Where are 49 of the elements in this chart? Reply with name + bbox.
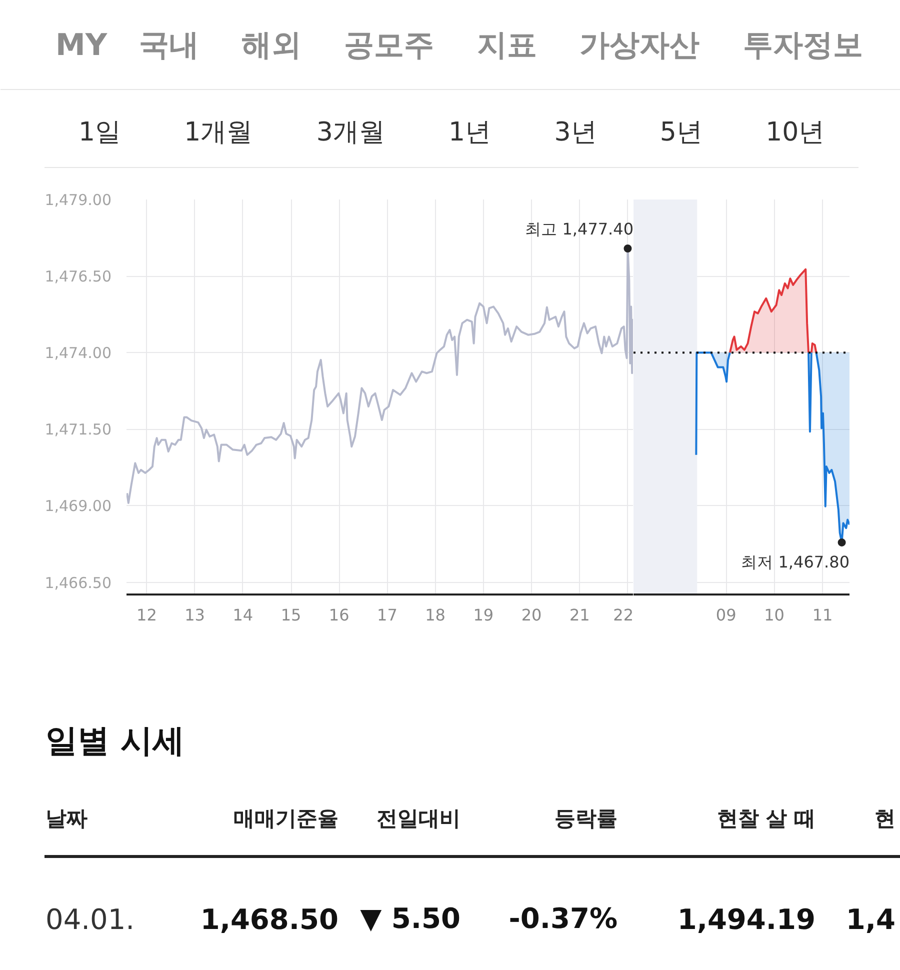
category-label: 1년 (448, 118, 492, 148)
annotation: 최저 1,467.80 (741, 552, 850, 572)
category-label: 가상자산 (579, 28, 700, 63)
x-tick-label: 19 (473, 606, 494, 624)
text: 1,4 (846, 903, 896, 936)
category-label: 5년 (660, 118, 702, 148)
y-tick-label: 1,471.50 (44, 420, 112, 439)
category-label: 공모주 (344, 28, 434, 63)
text: 04.01. (46, 903, 135, 936)
text: 1,468.50 (200, 903, 339, 936)
y-tick-label: 1,469.00 (44, 497, 112, 516)
category-label: 투자정보 (743, 28, 864, 63)
x-tick-label: 16 (328, 606, 350, 624)
x-tick-label: 11 (812, 606, 833, 624)
category-label: 해외 (241, 28, 302, 63)
category-label: 현 (874, 806, 896, 830)
category-label: 1일 (78, 118, 122, 148)
category-label: 국내 (138, 28, 199, 63)
text: 일별 시세 (46, 722, 185, 760)
x-tick-label: 09 (716, 606, 736, 624)
x-tick-label: 17 (377, 606, 398, 624)
category-label: 현찰 살 때 (716, 806, 816, 830)
text: ▼ 5.50 (360, 902, 461, 935)
text: 1,494.19 (677, 903, 816, 936)
x-tick-label: 20 (521, 606, 542, 624)
x-tick-label: 12 (136, 606, 157, 624)
x-tick-label: 10 (764, 606, 784, 624)
y-tick-label: 1,479.00 (44, 191, 112, 209)
annotation: 최고 1,477.40 (525, 219, 634, 238)
category-label: 전일대비 (376, 806, 460, 830)
x-tick-label: 14 (232, 606, 254, 624)
x-tick-label: 18 (425, 606, 446, 624)
text: -0.37% (508, 902, 618, 935)
category-label: 날짜 (46, 806, 88, 830)
category-label: 매매기준율 (234, 806, 338, 830)
category-label: MY (56, 28, 108, 63)
y-tick-label: 1,474.00 (44, 344, 112, 362)
category-label: 1개월 (184, 118, 253, 148)
y-tick-label: 1,466.50 (44, 574, 112, 592)
y-tick-label: 1,476.50 (44, 268, 112, 286)
category-label: 10년 (766, 118, 825, 148)
x-tick-label: 15 (280, 606, 302, 624)
x-tick-label: 22 (613, 606, 634, 624)
x-tick-label: 13 (184, 606, 205, 624)
category-label: 3개월 (316, 118, 385, 148)
x-tick-label: 21 (569, 606, 590, 624)
category-label: 3년 (554, 118, 597, 148)
category-label: 지표 (476, 28, 537, 63)
category-label: 등락률 (554, 806, 618, 830)
